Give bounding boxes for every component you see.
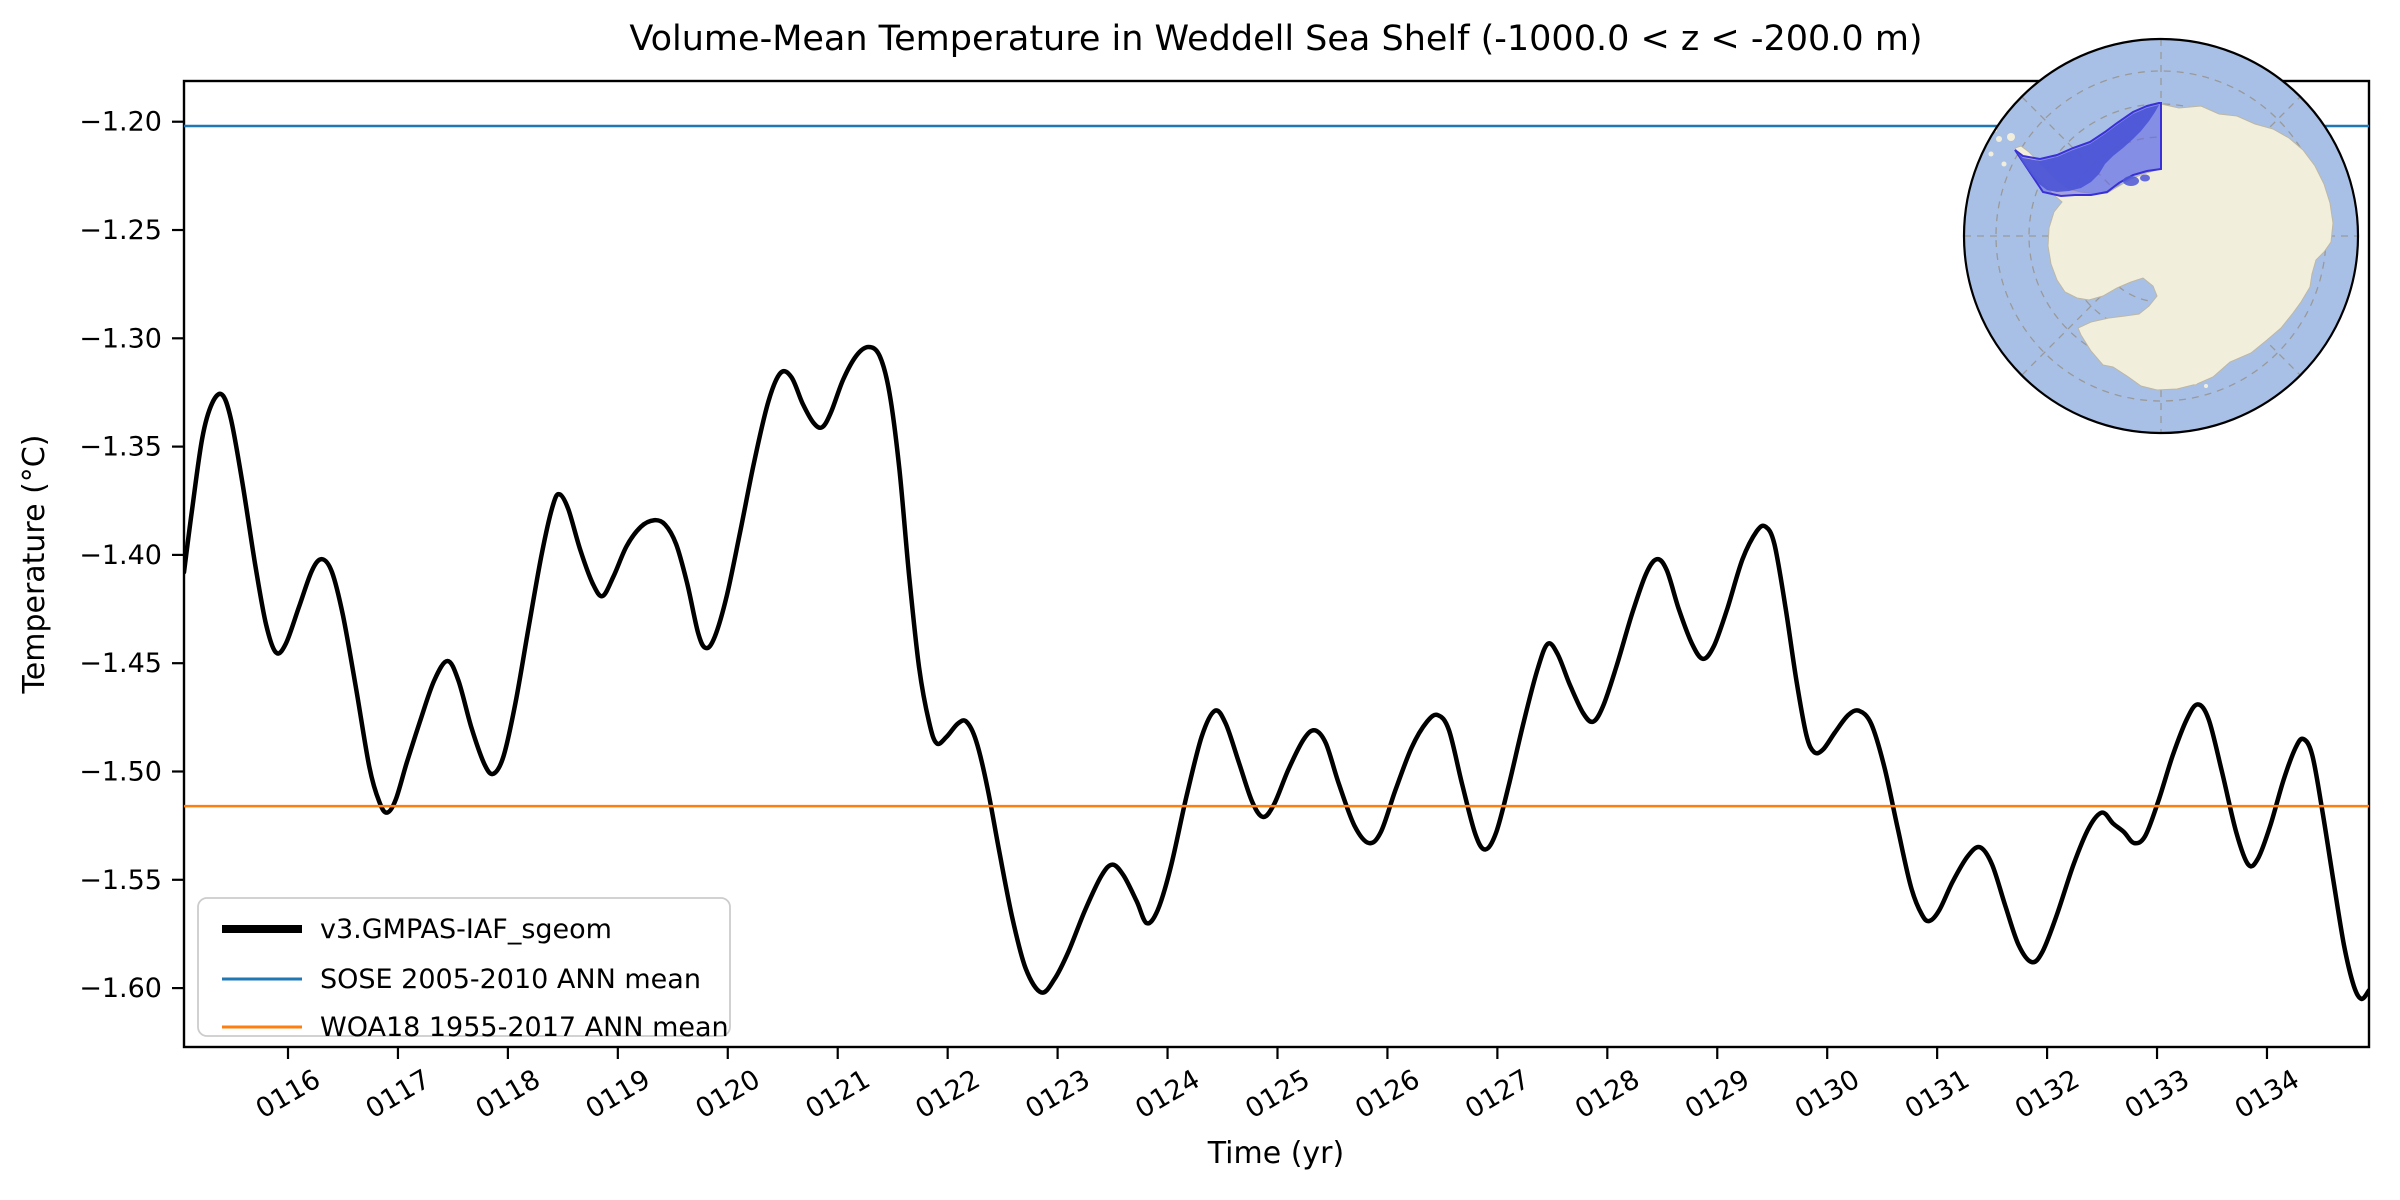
legend-label-woa: WOA18 1955-2017 ANN mean	[320, 1012, 729, 1043]
y-tick-label: −1.60	[79, 973, 162, 1004]
legend: v3.GMPAS-IAF_sgeom SOSE 2005-2010 ANN me…	[197, 897, 731, 1043]
y-tick-label: −1.25	[79, 215, 162, 246]
model-timeseries-line	[184, 344, 2369, 1002]
x-axis-label: Time (yr)	[1207, 1136, 1344, 1171]
y-tick-label: −1.55	[79, 865, 162, 896]
y-tick-label: −1.45	[79, 648, 162, 679]
y-tick-label: −1.50	[79, 756, 162, 787]
legend-label-model: v3.GMPAS-IAF_sgeom	[320, 914, 612, 945]
map-region-shelf-water	[2017, 105, 2159, 192]
antarctica-inset-map	[1962, 37, 2360, 435]
y-tick-label: −1.20	[79, 107, 162, 138]
y-tick-label: −1.40	[79, 540, 162, 571]
y-axis-label: Temperature (°C)	[17, 435, 52, 695]
legend-frame	[197, 897, 731, 1037]
plot-title: Volume-Mean Temperature in Weddell Sea S…	[629, 19, 1922, 59]
map-outline	[1962, 37, 2360, 435]
map-region-water-pockets	[2123, 174, 2150, 186]
legend-label-sose: SOSE 2005-2010 ANN mean	[320, 964, 701, 995]
y-tick-label: −1.30	[79, 323, 162, 354]
y-tick-label: −1.35	[79, 432, 162, 463]
